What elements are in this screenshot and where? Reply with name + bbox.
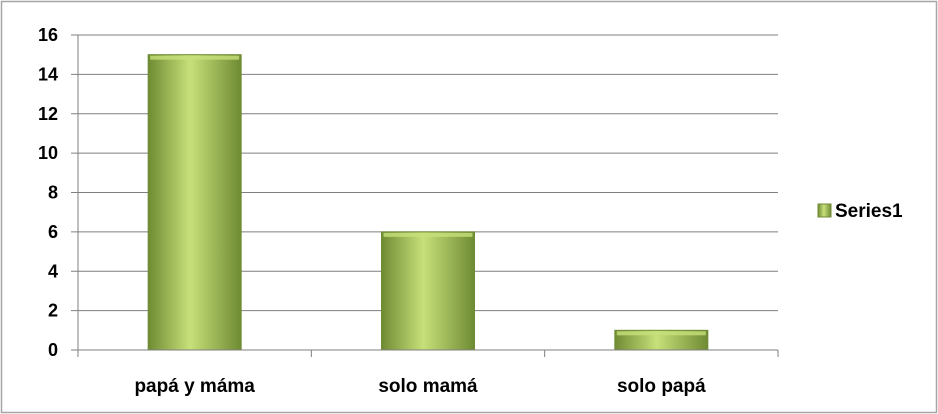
bar-bevel [150,55,240,60]
y-tick-label: 8 [48,183,58,203]
bar-bevel [383,232,473,237]
bar-1 [381,231,475,351]
y-tick-label: 2 [48,301,58,321]
axis-labels: 0 2 4 6 8 10 12 14 16 papá y máma solo mamá solo pa… [38,25,706,397]
y-tick-label: 6 [48,222,58,242]
legend-swatch-series1 [817,203,832,218]
y-tick-label: 12 [38,104,58,124]
axes [71,34,779,357]
y-tick-label: 4 [48,261,58,281]
y-tick-label: 14 [38,64,58,84]
legend: Series1 [817,201,903,222]
y-tick-label: 16 [38,25,58,45]
x-category-label: solo mamá [378,376,478,397]
bar-bevel [616,331,706,336]
y-tick-label: 0 [48,340,58,360]
legend-label-series1: Series1 [835,201,903,222]
x-category-label: solo papá [617,376,706,397]
x-category-label: papá y máma [134,376,255,397]
bars [147,54,709,351]
bar-0 [147,54,242,351]
y-tick-label: 10 [38,143,58,163]
